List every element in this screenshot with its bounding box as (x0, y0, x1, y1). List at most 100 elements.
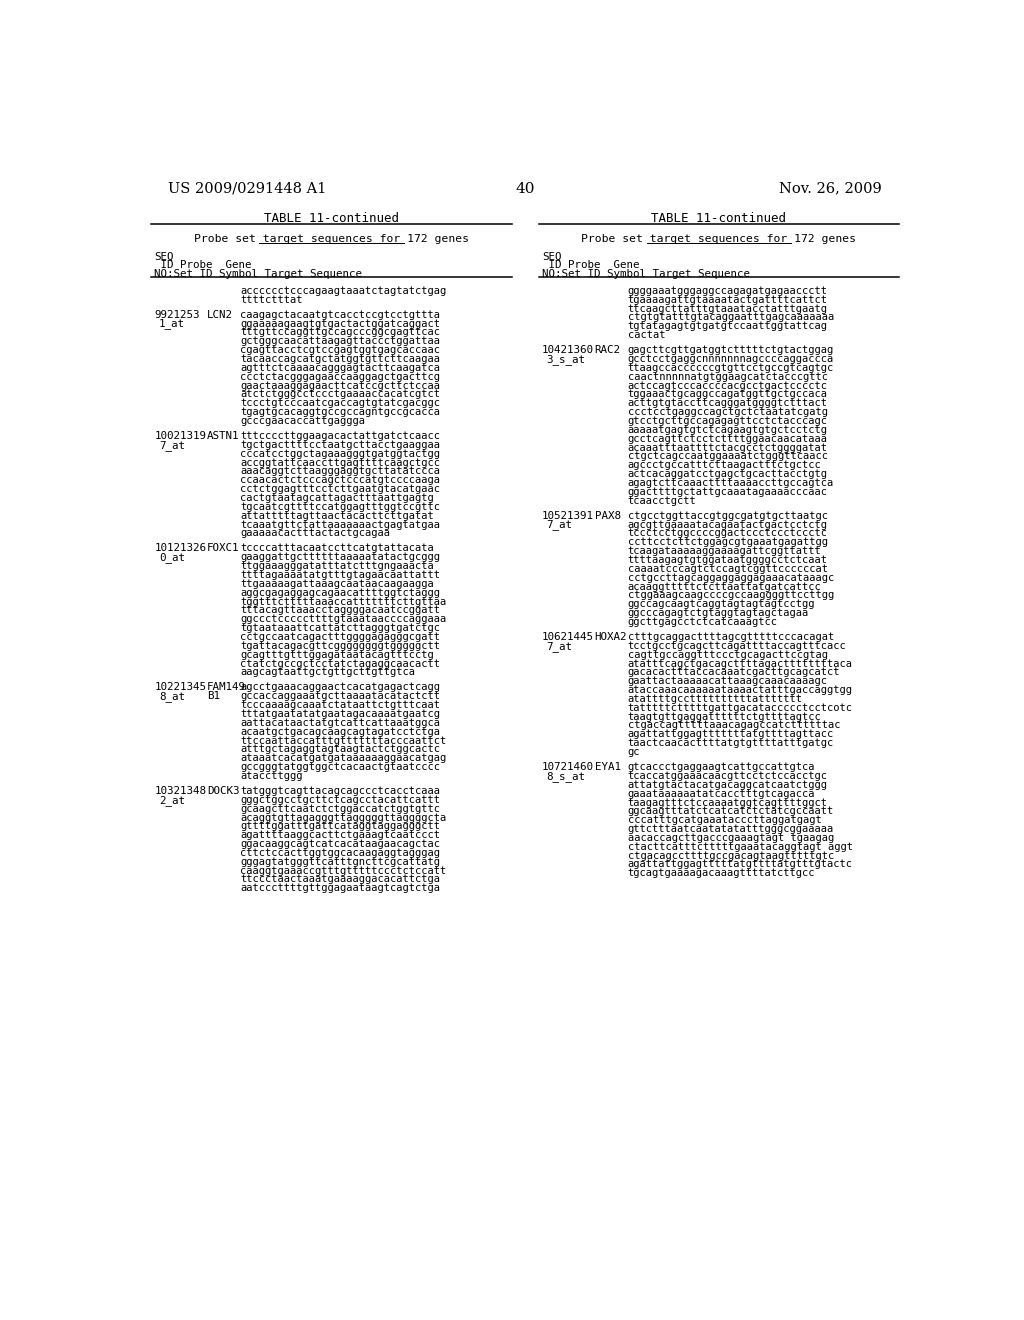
Text: agcgttgaaaatacagaatactgactcctctg: agcgttgaaaatacagaatactgactcctctg (628, 520, 827, 529)
Text: gttctttaatcaatatatatttgggcggaaaaa: gttctttaatcaatatatatttgggcggaaaaa (628, 824, 835, 834)
Text: ggggaaatgggaggccagagatgagaaccctt: ggggaaatgggaggccagagatgagaaccctt (628, 286, 827, 296)
Text: ggaaaaagaagtgtgactactggatcaggact: ggaaaaagaagtgtgactactggatcaggact (241, 318, 440, 329)
Text: gccaccaggaaatgcttaaaatacatactctt: gccaccaggaaatgcttaaaatacatactctt (241, 692, 440, 701)
Text: FOXC1: FOXC1 (207, 544, 240, 553)
Text: ccttcctcttctggagcgtgaaatgagattgg: ccttcctcttctggagcgtgaaatgagattgg (628, 537, 827, 548)
Text: ggacaaggcagtcatcacataagaacagctac: ggacaaggcagtcatcacataagaacagctac (241, 840, 440, 849)
Text: tggtttctttttaaaccatttttttcttgttaa: tggtttctttttaaaccatttttttcttgttaa (241, 597, 446, 606)
Text: B1: B1 (207, 692, 220, 701)
Text: tgattacagacgttcggggggggtgggggctt: tgattacagacgttcggggggggtgggggctt (241, 640, 440, 651)
Text: gcagtttgtttggagataatacagtttcctg: gcagtttgtttggagataatacagtttcctg (241, 649, 434, 660)
Text: 10021319: 10021319 (155, 430, 207, 441)
Text: gttttggatttgattcataggtaggagggctt: gttttggatttgattcataggtaggagggctt (241, 821, 440, 832)
Text: 10721460: 10721460 (542, 762, 594, 772)
Text: ctttgcaggacttttagcgtttttcccacagat: ctttgcaggacttttagcgtttttcccacagat (628, 632, 835, 642)
Text: ttccctaactaaatgaaaaggacacattctga: ttccctaactaaatgaaaaggacacattctga (241, 875, 440, 884)
Text: gctgggcaacattaagagttaccctggattaa: gctgggcaacattaagagttaccctggattaa (241, 337, 440, 346)
Text: gaaaaacactttactactgcagaa: gaaaaacactttactactgcagaa (241, 528, 390, 539)
Text: 1_at: 1_at (159, 318, 185, 330)
Text: taagagtttctccaaaatggtcagttttggct: taagagtttctccaaaatggtcagttttggct (628, 797, 827, 808)
Text: cctctggagtttcctcttgaatgtacatgaac: cctctggagtttcctcttgaatgtacatgaac (241, 484, 440, 494)
Text: taagtgttgaggattttttctgttttagtcc: taagtgttgaggattttttctgttttagtcc (628, 711, 821, 722)
Text: US 2009/0291448 A1: US 2009/0291448 A1 (168, 182, 327, 195)
Text: gcctcagttctcctcttttggaacaacataaa: gcctcagttctcctcttttggaacaacataaa (628, 434, 827, 444)
Text: 8_s_at: 8_s_at (547, 771, 586, 781)
Text: acaatgctgacagcaagcagtagatcctctga: acaatgctgacagcaagcagtagatcctctga (241, 726, 440, 737)
Text: gccgggtatggtggctcacaactgtaatcccc: gccgggtatggtggctcacaactgtaatcccc (241, 762, 440, 772)
Text: ggacttttgctattgcaaatagaaaacccaac: ggacttttgctattgcaaatagaaaacccaac (628, 487, 827, 496)
Text: EYA1: EYA1 (595, 762, 621, 772)
Text: tacaaccagcatgctatggtgttcttcaagaa: tacaaccagcatgctatggtgttcttcaagaa (241, 354, 440, 364)
Text: cccatcctggctagaaagggtgatggtactgg: cccatcctggctagaaagggtgatggtactgg (241, 449, 440, 458)
Text: tttgttccaggttgccagcccggcgagttcac: tttgttccaggttgccagcccggcgagttcac (241, 327, 440, 338)
Text: agagtcttcaaacttttaaaaccttgccagtca: agagtcttcaaacttttaaaaccttgccagtca (628, 478, 835, 488)
Text: Probe set target sequences for 172 genes: Probe set target sequences for 172 genes (194, 234, 469, 244)
Text: cagttgccaggtttccctgcagacttccgtag: cagttgccaggtttccctgcagacttccgtag (628, 649, 827, 660)
Text: atattttgccttttttttttattttttt: atattttgccttttttttttattttttt (628, 694, 803, 704)
Text: acaaatttaattttctacgcctctggggatat: acaaatttaattttctacgcctctggggatat (628, 442, 827, 453)
Text: tccctgtcccaatcgaccagtgtatcgacggc: tccctgtcccaatcgaccagtgtatcgacggc (241, 399, 440, 408)
Text: PAX8: PAX8 (595, 511, 621, 520)
Text: tgcaatcgttttccatggagtttggtccgttc: tgcaatcgttttccatggagtttggtccgttc (241, 502, 440, 512)
Text: tcaacctgctt: tcaacctgctt (628, 496, 696, 506)
Text: Nov. 26, 2009: Nov. 26, 2009 (778, 182, 882, 195)
Text: tcaagataaaaaggaaaagattcggttattt: tcaagataaaaaggaaaagattcggttattt (628, 546, 821, 556)
Text: RAC2: RAC2 (595, 345, 621, 355)
Text: tgtaataaattcattatcttagggtgatctgc: tgtaataaattcattatcttagggtgatctgc (241, 623, 440, 634)
Text: attatgtactacatgacaggcatcaatctggg: attatgtactacatgacaggcatcaatctggg (628, 780, 827, 789)
Text: tttccccttggaagacactattgatctcaacc: tttccccttggaagacactattgatctcaacc (241, 430, 440, 441)
Text: agtttctcaaaacagggagtacttcaagatca: agtttctcaaaacagggagtacttcaagatca (241, 363, 440, 372)
Text: atatttcagctgacagcttttagacttttttttaca: atatttcagctgacagcttttagacttttttttaca (628, 659, 853, 668)
Text: caagagctacaatgtcacctccgtcctgttta: caagagctacaatgtcacctccgtcctgttta (241, 310, 440, 319)
Text: acaaggtttttctcttaattatgatcattcc: acaaggtttttctcttaattatgatcattcc (628, 582, 821, 591)
Text: gggagtatgggttcatttgncttcgcattatg: gggagtatgggttcatttgncttcgcattatg (241, 857, 440, 867)
Text: gaaataaaaaatatcacctttgtcagacca: gaaataaaaaatatcacctttgtcagacca (628, 788, 815, 799)
Text: tcaccatggaaacaacgttcctctccacctgc: tcaccatggaaacaacgttcctctccacctgc (628, 771, 827, 781)
Text: 3_s_at: 3_s_at (547, 354, 586, 364)
Text: ttggaaagggatatttatctttgngaaacta: ttggaaagggatatttatctttgngaaacta (241, 561, 434, 572)
Text: 10421360: 10421360 (542, 345, 594, 355)
Text: atttgctagaggtagtaagtactctggcactc: atttgctagaggtagtaagtactctggcactc (241, 744, 440, 754)
Text: ataccttggg: ataccttggg (241, 771, 303, 781)
Text: accggtattcaaccttgagttttcaagctgcc: accggtattcaaccttgagttttcaagctgcc (241, 458, 440, 467)
Text: taactcaacacttttatgtgttttatttgatgc: taactcaacacttttatgtgttttatttgatgc (628, 738, 835, 748)
Text: ttttaagagtgtggataatggggcctctcaat: ttttaagagtgtggataatggggcctctcaat (628, 554, 827, 565)
Text: ggcttgagcctctcatcaaagtcc: ggcttgagcctctcatcaaagtcc (628, 616, 778, 627)
Text: 7_at: 7_at (547, 640, 572, 652)
Text: tttacagttaaacctaggggacaatccggatt: tttacagttaaacctaggggacaatccggatt (241, 606, 440, 615)
Text: gggctggcctgcttctcagcctacattcattt: gggctggcctgcttctcagcctacattcattt (241, 795, 440, 805)
Text: aattacataactatgtcattcattaaatggca: aattacataactatgtcattcattaaatggca (241, 718, 440, 727)
Text: aaaaatgagtgtctcagaagtgtgctcctctg: aaaaatgagtgtctcagaagtgtgctcctctg (628, 425, 827, 434)
Text: gcctcctgaggcnnnnnnnagccccaggaccca: gcctcctgaggcnnnnnnnagccccaggaccca (628, 354, 835, 364)
Text: TABLE 11-continued: TABLE 11-continued (651, 213, 786, 226)
Text: cttctccacttggtggcacaagaggtagggag: cttctccacttggtggcacaagaggtagggag (241, 847, 440, 858)
Text: 9921253: 9921253 (155, 310, 200, 319)
Text: ctatctgccgctcctatctagaggcaacactt: ctatctgccgctcctatctagaggcaacactt (241, 659, 440, 668)
Text: 40: 40 (515, 182, 535, 195)
Text: cctgccaatcagactttggggagagggcgatt: cctgccaatcagactttggggagagggcgatt (241, 632, 440, 642)
Text: actccagtcccaccccacgcctgactcccctc: actccagtcccaccccacgcctgactcccctc (628, 380, 827, 391)
Text: acaggtgttagagggttagggggttaggggcta: acaggtgttagagggttagggggttaggggcta (241, 813, 446, 822)
Text: caactnnnnnatgtggaagcatctacccgttc: caactnnnnnatgtggaagcatctacccgttc (628, 372, 827, 381)
Text: 10221345: 10221345 (155, 682, 207, 693)
Text: cactat: cactat (628, 330, 666, 341)
Text: tcctgcctgcagcttcagattttaccagtttcacc: tcctgcctgcagcttcagattttaccagtttcacc (628, 640, 847, 651)
Text: HOXA2: HOXA2 (595, 632, 627, 642)
Text: 7_at: 7_at (159, 440, 185, 450)
Text: agattttaaggcacttctgaaagtcaatccct: agattttaaggcacttctgaaagtcaatccct (241, 830, 440, 841)
Text: gaactaaaggagaacttcatccgcttctccaa: gaactaaaggagaacttcatccgcttctccaa (241, 380, 440, 391)
Text: tatgggtcagttacagcagccctcacctcaaa: tatgggtcagttacagcagccctcacctcaaa (241, 785, 440, 796)
Text: ASTN1: ASTN1 (207, 430, 240, 441)
Text: tggaaactgcaggccagatggttgctgccaca: tggaaactgcaggccagatggttgctgccaca (628, 389, 827, 400)
Text: ID Probe  Gene: ID Probe Gene (542, 260, 639, 271)
Text: ctgaccagtttttaaacagagccatcttttttac: ctgaccagtttttaaacagagccatcttttttac (628, 721, 841, 730)
Text: attatttttagttaactacacttcttgatat: attatttttagttaactacacttcttgatat (241, 511, 434, 520)
Text: aacaccagcttgacccgaaagtagt tgaagag: aacaccagcttgacccgaaagtagt tgaagag (628, 833, 835, 843)
Text: gaaggattgcttttttaaaaatatactgcggg: gaaggattgcttttttaaaaatatactgcggg (241, 552, 440, 562)
Text: agattattggagtttttatgttttatgtttgtactc: agattattggagtttttatgttttatgtttgtactc (628, 859, 853, 870)
Text: tgagtgcacaggtgccgccagntgccgcacca: tgagtgcacaggtgccgccagntgccgcacca (241, 407, 440, 417)
Text: 10321348: 10321348 (155, 785, 207, 796)
Text: acccccctcccagaagtaaatctagtatctgag: acccccctcccagaagtaaatctagtatctgag (241, 286, 446, 296)
Text: cctgccttagcaggaggaggagaaacataaagc: cctgccttagcaggaggaggagaaacataaagc (628, 573, 835, 582)
Text: 10621445: 10621445 (542, 632, 594, 642)
